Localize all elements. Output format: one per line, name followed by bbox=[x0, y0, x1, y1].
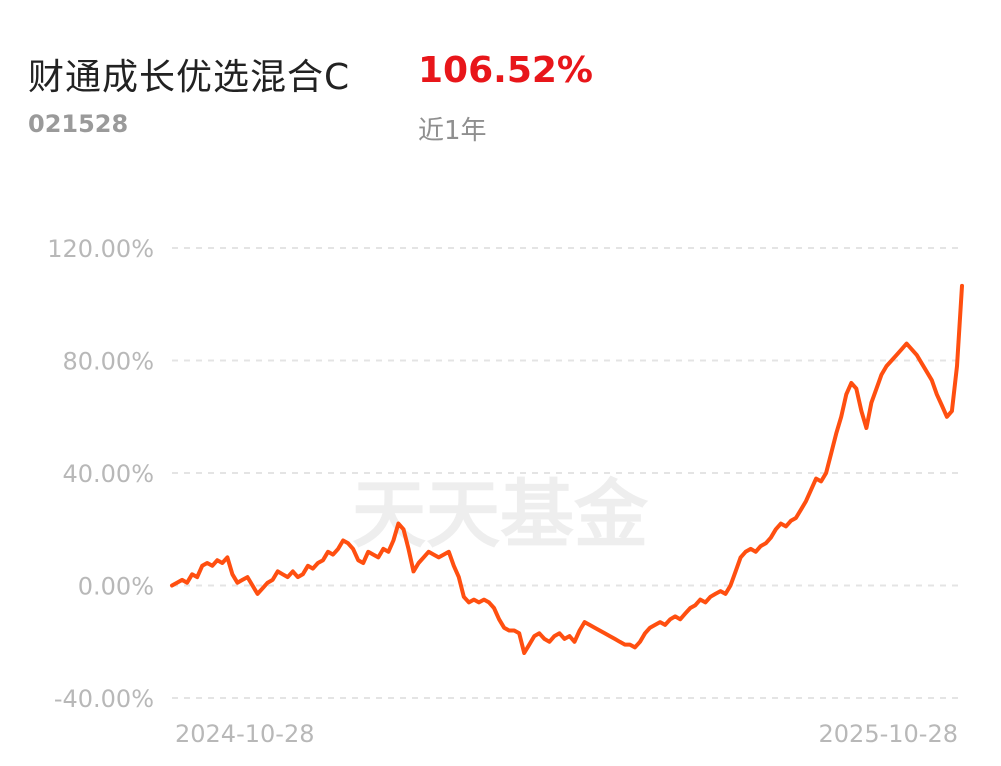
return-value: 106.52% bbox=[418, 50, 593, 91]
y-tick-label: 0.00% bbox=[78, 573, 154, 601]
x-tick-label: 2025-10-28 bbox=[819, 720, 958, 748]
series-line bbox=[170, 283, 964, 655]
y-axis-ticks: -40.00% 0.00% 40.00% 80.00% 120.00% bbox=[47, 235, 154, 713]
x-tick-label: 2024-10-28 bbox=[175, 720, 314, 748]
period-label: 近1年 bbox=[418, 116, 487, 146]
watermark: 天天基金 bbox=[352, 472, 649, 558]
series-group bbox=[170, 283, 964, 655]
fund-name: 财通成长优选混合C bbox=[28, 57, 351, 98]
x-axis-ticks: 2024-10-28 2025-10-28 bbox=[175, 720, 958, 748]
fund-code: 021528 bbox=[28, 110, 129, 138]
y-tick-label: -40.00% bbox=[54, 685, 154, 713]
y-tick-label: 120.00% bbox=[47, 235, 154, 263]
y-tick-label: 40.00% bbox=[62, 460, 154, 488]
y-tick-label: 80.00% bbox=[62, 348, 154, 376]
